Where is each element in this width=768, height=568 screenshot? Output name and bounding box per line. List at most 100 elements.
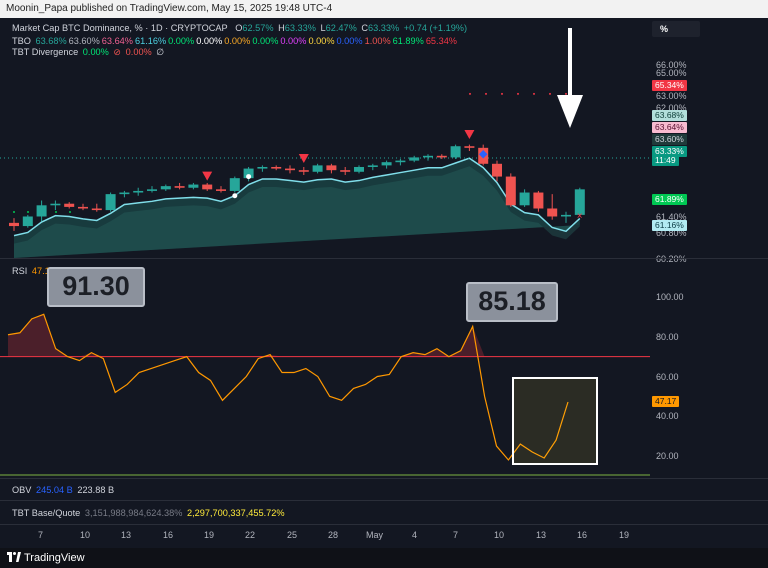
resistance-dot	[565, 92, 567, 95]
price-tick-label: 60.20%	[656, 254, 687, 264]
candle-body	[285, 168, 295, 171]
footer: TradingView	[0, 548, 768, 568]
tbo-value: 63.60%	[68, 36, 100, 46]
exit-marker-icon: ×	[577, 211, 583, 222]
candle-body	[340, 170, 351, 172]
candle-body	[105, 194, 116, 211]
candle-body	[9, 222, 19, 227]
buy-signal-icon	[246, 174, 252, 180]
rsi-callout-2: 85.18	[466, 282, 558, 322]
price-tick-label: 63.00%	[656, 91, 687, 101]
price-tick-label: 66.00%	[656, 60, 687, 70]
price-tick-label: 61.40%	[656, 212, 687, 222]
date-tick-label: 22	[245, 530, 256, 540]
candle-body	[326, 165, 337, 171]
candle-body	[354, 166, 364, 172]
tbo-value: 0.00%	[196, 36, 223, 46]
date-tick-label: 7	[38, 530, 44, 540]
candle-body	[188, 184, 199, 188]
rsi-value: 47.17	[31, 266, 55, 276]
date-tick-label: 19	[619, 530, 630, 540]
price-tick-label: 60.80%	[656, 228, 687, 238]
date-tick-label: May	[366, 530, 384, 540]
rsi-tick-label: 100.00	[656, 292, 684, 302]
candle-body	[271, 166, 282, 169]
date-tick-label: 16	[163, 530, 174, 540]
candle-body	[257, 166, 268, 169]
price-pane: ×	[0, 28, 650, 258]
tbo-legend: TBO 63.68% 63.60% 63.64% 61.16% 0.00% 0.00% 0.…	[12, 36, 459, 46]
support-dot	[27, 211, 29, 214]
rsi-tick-label: 20.00	[656, 451, 679, 461]
pane-separator-obv[interactable]	[0, 478, 768, 479]
candle-body	[409, 157, 420, 161]
divergence-value-1: 0.00%	[82, 47, 109, 57]
open-value: 62.57%	[242, 23, 274, 33]
support-dot	[13, 211, 15, 214]
cloud-band-inner	[14, 166, 580, 258]
change-value: +0.74 (+1.19%)	[403, 23, 468, 33]
rsi-callout-1: 91.30	[47, 267, 145, 307]
tbo-value: 0.00%	[224, 36, 251, 46]
date-tick-label: 28	[328, 530, 339, 540]
date-tick-label: 13	[536, 530, 547, 540]
tbo-value: 61.16%	[134, 36, 167, 46]
price-axis-tag: 63.60%	[652, 134, 687, 145]
close-label: C	[361, 23, 368, 33]
scale-percent-button[interactable]: %	[652, 21, 700, 37]
date-tick-label: 7	[453, 530, 459, 540]
annotation-arrow-head-icon	[557, 95, 583, 128]
pane-separator-tbt[interactable]	[0, 500, 768, 501]
highlight-box	[512, 377, 598, 465]
pane-separator[interactable]	[0, 258, 768, 259]
resistance-dot	[517, 92, 519, 95]
candle-body	[64, 203, 75, 207]
date-tick-label: 10	[494, 530, 505, 540]
resistance-dot	[533, 92, 535, 95]
candle-body	[464, 146, 475, 148]
tbo-value: 0.00%	[168, 36, 195, 46]
main-legend: Market Cap BTC Dominance, % · 1D · CRYPT…	[12, 23, 469, 33]
candle-body	[395, 160, 406, 163]
low-value: 62.47%	[325, 23, 357, 33]
resistance-dot	[485, 92, 487, 95]
candle-body	[22, 216, 33, 227]
sell-signal-icon	[298, 154, 309, 163]
tbt-legend: TBT Base/Quote 3,151,988,984,624.38% 2,2…	[12, 508, 287, 518]
sell-signal-icon	[464, 130, 475, 140]
symbol-title: Market Cap BTC Dominance, % · 1D · CRYPT…	[12, 23, 228, 33]
rsi-tick-label: 80.00	[656, 332, 679, 342]
rsi-axis-tag: 47.17	[652, 396, 680, 407]
price-axis-tag: 61.89%	[652, 194, 687, 205]
tradingview-logo-icon[interactable]	[7, 552, 21, 562]
tbo-name: TBO	[12, 36, 31, 46]
candle-body	[243, 168, 254, 179]
high-value: 63.33%	[284, 23, 316, 33]
price-tick-label: 65.00%	[656, 68, 687, 78]
candle-body	[298, 170, 309, 172]
tbo-value: 63.64%	[101, 36, 133, 46]
candle-body	[91, 208, 102, 211]
candle-body	[50, 203, 61, 206]
candle-body	[160, 186, 171, 190]
tbt-name: TBT Base/Quote	[12, 508, 81, 518]
divergence-name: TBT Divergence	[12, 47, 79, 57]
tbt-value-2: 2,297,700,337,455.72%	[186, 508, 285, 518]
publisher-line: Moonin_Papa published on TradingView.com…	[6, 3, 333, 14]
footer-brand: TradingView	[24, 552, 85, 564]
rsi-line	[7, 313, 569, 461]
obv-value-2: 223.88 B	[77, 485, 115, 495]
candle-body	[561, 214, 571, 217]
candle-body	[574, 189, 585, 215]
date-tick-label: 19	[204, 530, 215, 540]
candle-body	[133, 190, 144, 193]
tbo-fast-line	[13, 157, 581, 237]
buy-signal-icon	[232, 193, 238, 199]
high-label: H	[278, 23, 285, 33]
diamond-marker-icon	[478, 149, 488, 159]
date-tick-label: 16	[577, 530, 588, 540]
candle-body	[547, 208, 558, 217]
candle-body	[450, 146, 461, 158]
cloud-band	[14, 158, 580, 258]
